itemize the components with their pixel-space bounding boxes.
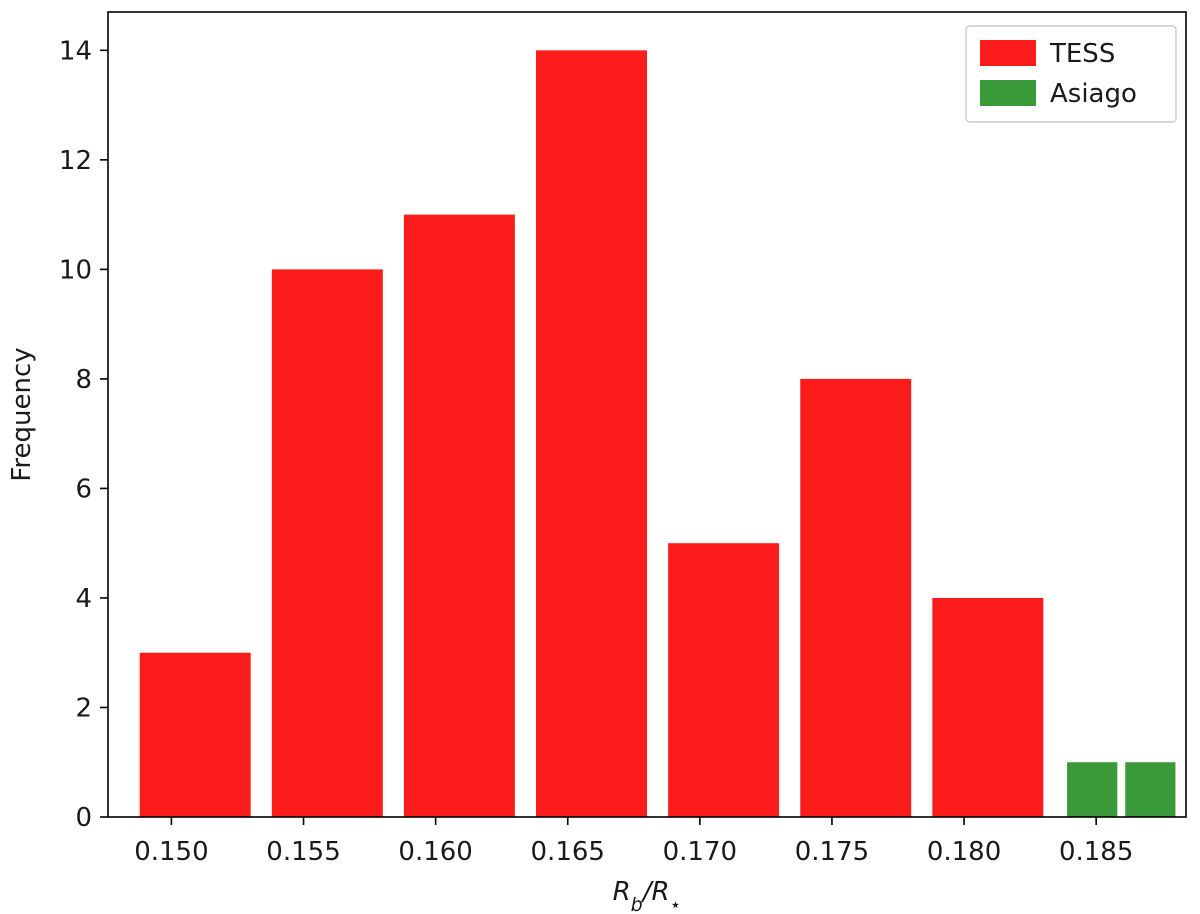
legend-label-asiago: Asiago — [1050, 79, 1137, 109]
bar-tess-3 — [536, 50, 647, 818]
x-label-sep: /R — [641, 877, 670, 907]
x-tick-label: 0.150 — [134, 837, 208, 867]
bar-tess-0 — [139, 652, 251, 817]
x-tick-label: 0.175 — [795, 837, 869, 867]
ticks-layer: 0.150 0.155 0.160 0.165 0.170 0.175 0.180 0.185… — [59, 36, 1133, 867]
x-label-base: R — [613, 877, 631, 907]
bars-layer — [139, 50, 1176, 818]
bar-asiago-0 — [1067, 762, 1118, 817]
x-tick-label: 0.180 — [927, 837, 1001, 867]
y-tick-label: 2 — [75, 693, 92, 723]
legend-swatch-tess — [980, 40, 1036, 66]
bar-tess-4 — [668, 543, 780, 817]
x-axis-label: Rb/R⋆ — [613, 877, 682, 914]
y-tick-label: 8 — [75, 365, 92, 395]
legend: TESS Asiago — [965, 25, 1177, 123]
x-tick-label: 0.155 — [266, 837, 340, 867]
y-axis-label: Frequency — [7, 347, 37, 481]
bar-tess-1 — [271, 269, 383, 817]
bar-tess-6 — [932, 597, 1044, 817]
plot-frame — [107, 11, 1187, 818]
y-tick-label: 4 — [75, 584, 92, 614]
bar-asiago-1 — [1125, 762, 1176, 817]
y-tick-label: 0 — [75, 803, 92, 833]
x-label-sub1: b — [631, 894, 643, 914]
y-tick-label: 6 — [75, 474, 92, 504]
legend-swatch-asiago — [980, 80, 1036, 106]
y-tick-label: 10 — [59, 255, 92, 285]
x-tick-label: 0.170 — [663, 837, 737, 867]
y-tick-label: 14 — [59, 36, 92, 66]
x-tick-label: 0.160 — [398, 837, 472, 867]
bar-tess-2 — [403, 214, 515, 818]
x-tick-label: 0.185 — [1059, 837, 1133, 867]
legend-label-tess: TESS — [1049, 39, 1115, 69]
bar-tess-5 — [800, 378, 912, 817]
x-label-sub2: ⋆ — [670, 894, 682, 914]
y-tick-label: 12 — [59, 146, 92, 176]
x-tick-label: 0.165 — [531, 837, 605, 867]
